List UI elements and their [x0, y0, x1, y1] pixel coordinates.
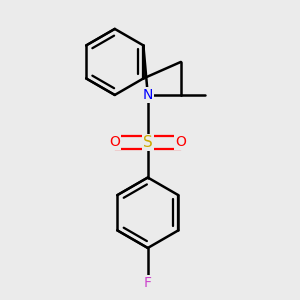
Text: N: N	[142, 88, 153, 102]
Text: O: O	[109, 135, 120, 149]
Text: O: O	[176, 135, 186, 149]
Text: S: S	[143, 135, 153, 150]
Text: F: F	[144, 276, 152, 290]
